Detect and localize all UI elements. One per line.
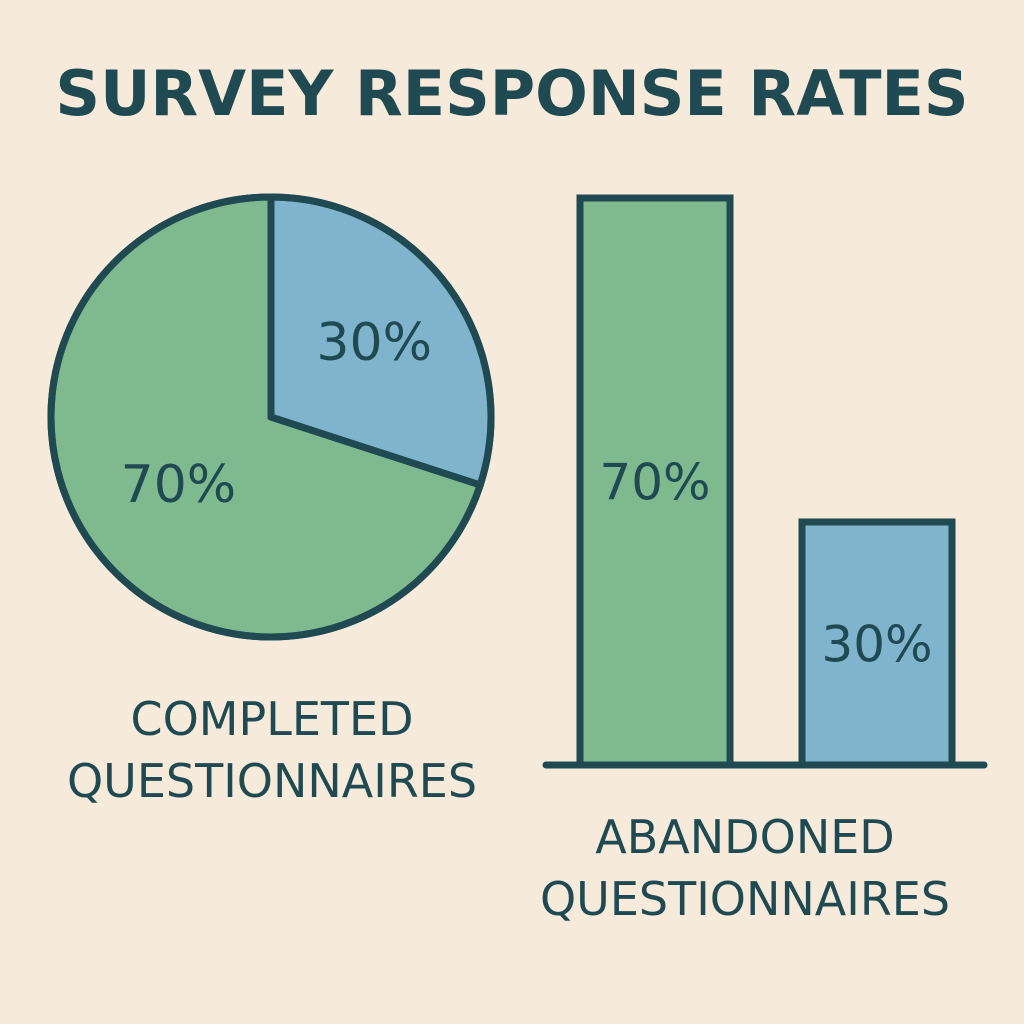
chart-title: SURVEY RESPONSE RATES <box>55 57 968 130</box>
pie-slice-label-0: 70% <box>121 455 237 515</box>
pie-slice-label-1: 30% <box>316 313 432 373</box>
bar-label-1: 30% <box>821 616 932 674</box>
bar-caption-line-1: ABANDONED <box>595 810 894 864</box>
pie-chart: 70% 30% <box>47 193 495 641</box>
bar-1 <box>798 518 956 769</box>
bar-label-0: 70% <box>599 454 710 512</box>
pie-outline <box>47 193 495 641</box>
pie-caption-line-1: COMPLETED <box>130 692 413 746</box>
bar-caption-line-2: QUESTIONNAIRES <box>540 872 950 926</box>
bar-chart: 70% 30% <box>576 194 956 769</box>
pie-caption-line-2: QUESTIONNAIRES <box>67 754 477 808</box>
